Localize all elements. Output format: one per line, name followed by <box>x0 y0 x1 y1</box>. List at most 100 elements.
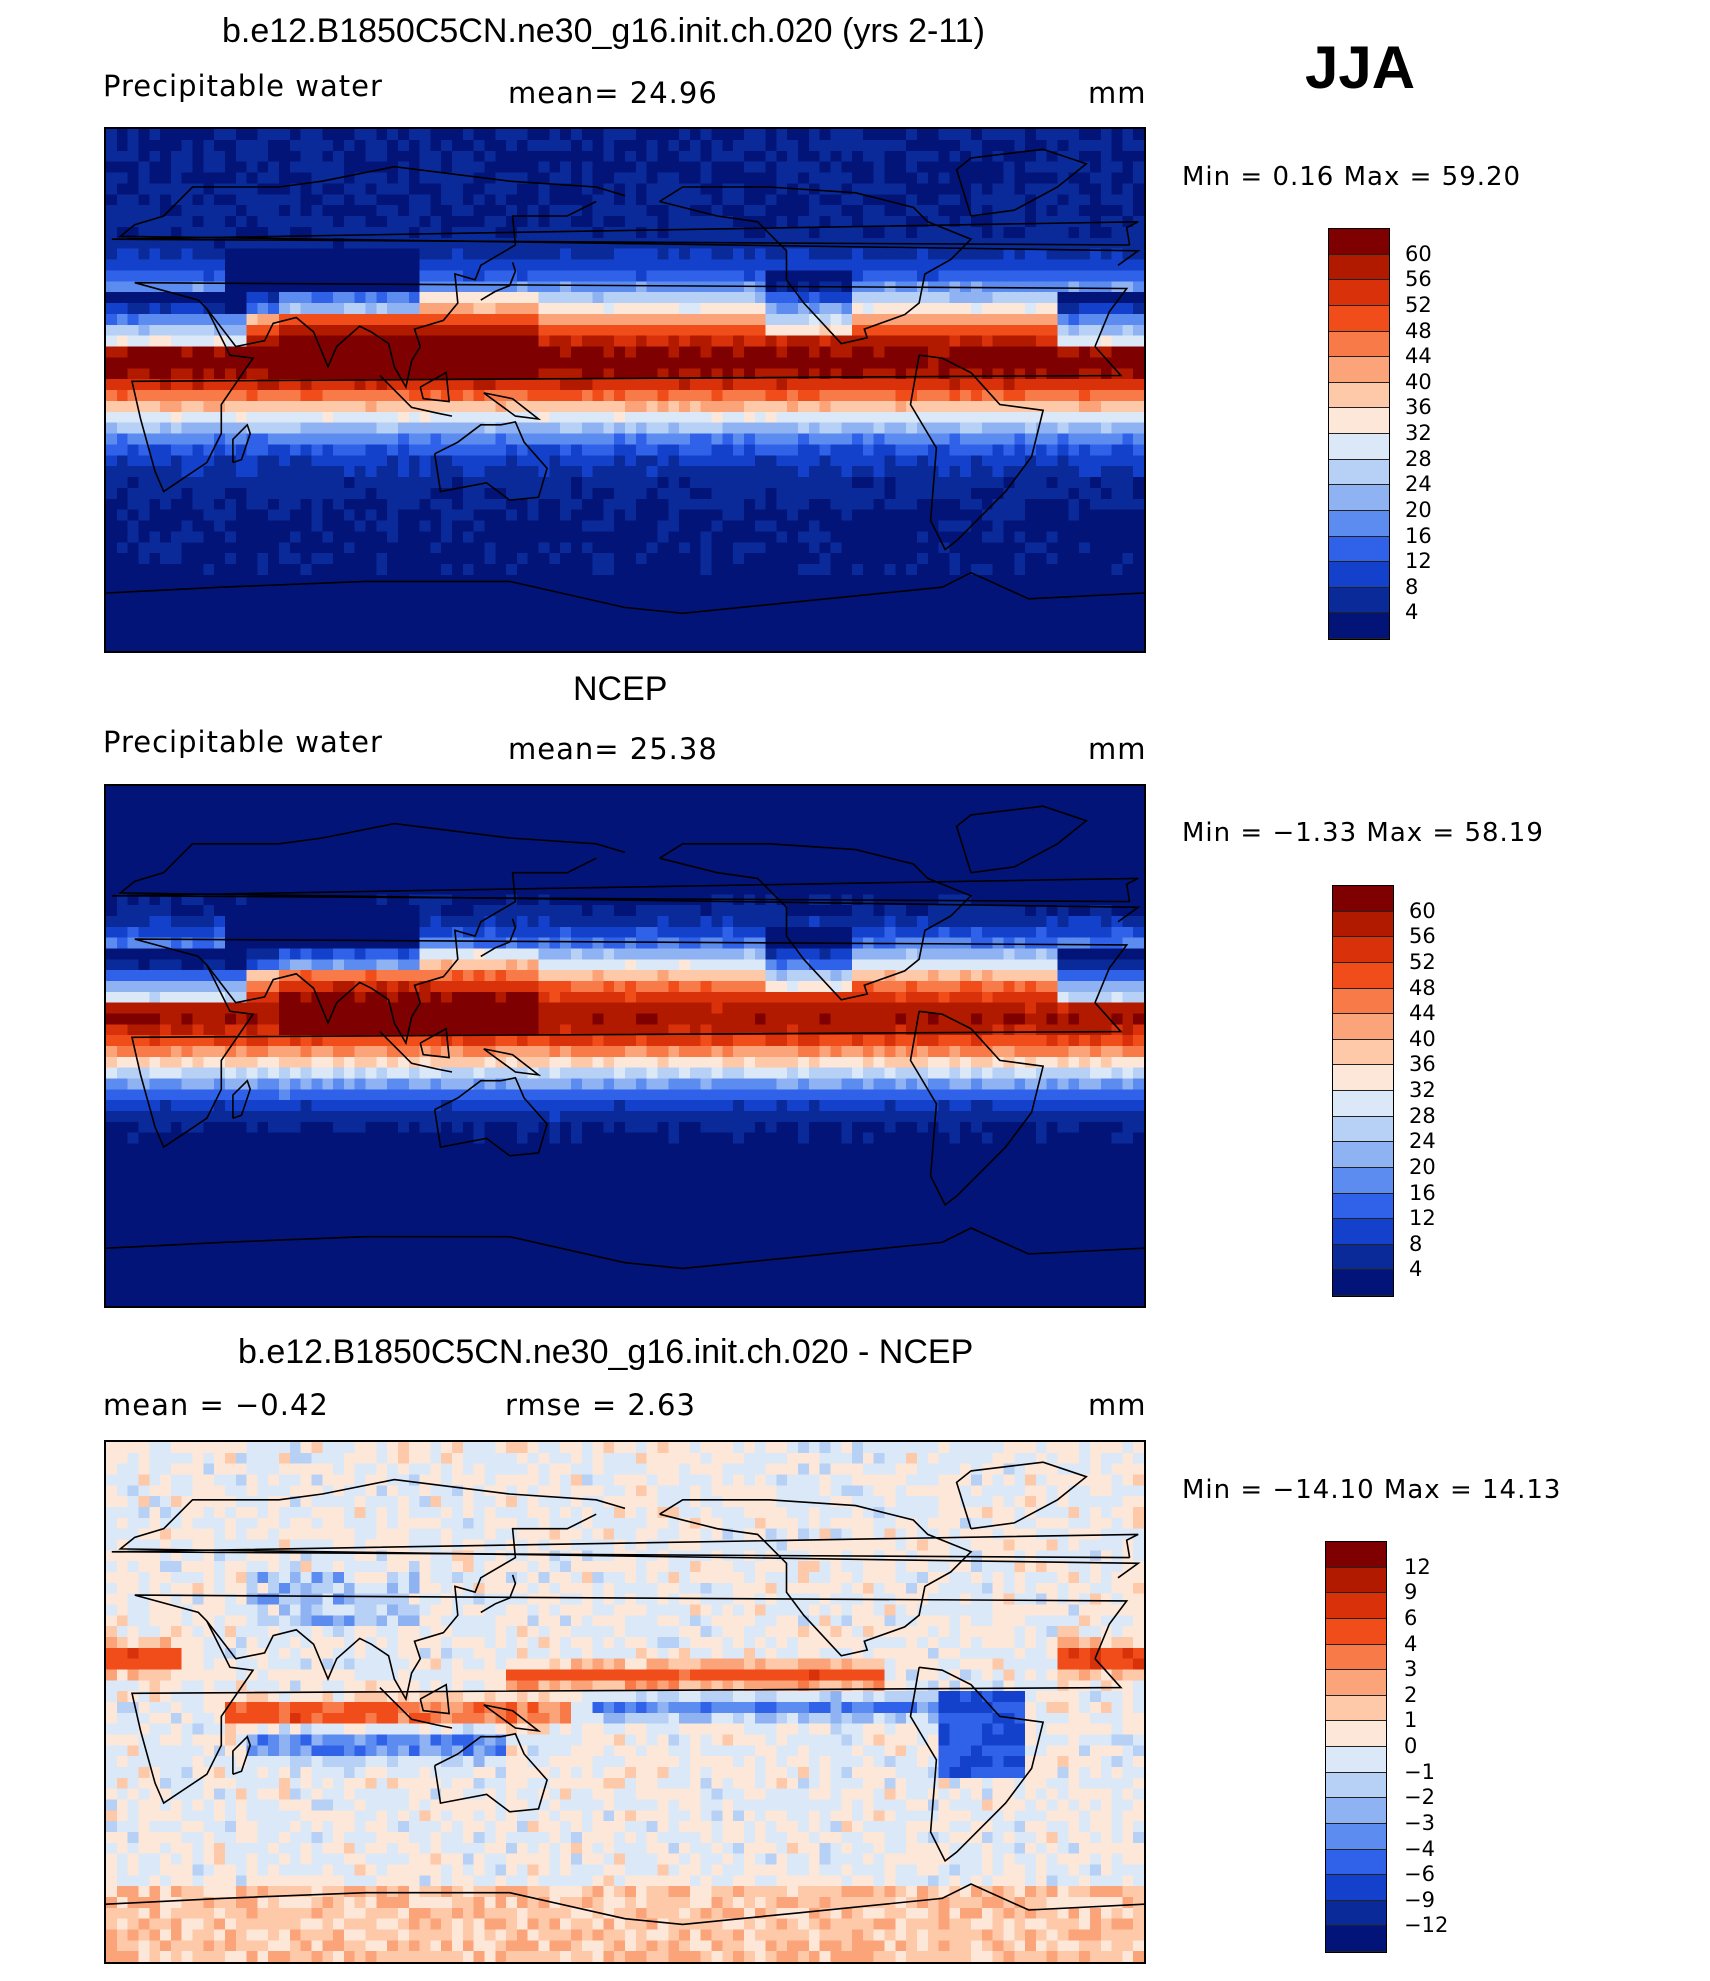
coastline-path <box>106 571 1144 615</box>
colorbar-swatch <box>1329 382 1389 409</box>
colorbar-tick-label: 20 <box>1405 497 1432 522</box>
panel-1-mean-label: mean= 24.96 <box>508 76 718 110</box>
coastline-path <box>118 165 1141 266</box>
colorbar-tick-label: 24 <box>1409 1129 1436 1154</box>
colorbar-tick-label: 44 <box>1405 344 1432 369</box>
coastline-path <box>909 1666 1045 1863</box>
colorbar-tick-label: 52 <box>1405 292 1432 317</box>
colorbar-swatch <box>1326 1875 1386 1901</box>
colorbar-swatch <box>1326 1798 1386 1824</box>
colorbar-swatch <box>1329 510 1389 537</box>
panel-2-colorbar <box>1332 885 1394 1297</box>
colorbar-swatch <box>1326 1670 1386 1696</box>
colorbar-swatch <box>1333 937 1393 963</box>
panel-3-mean-label: mean = −0.42 <box>103 1388 329 1422</box>
coastline-path <box>480 262 517 301</box>
colorbar-swatch <box>1333 1116 1393 1143</box>
colorbar-swatch <box>1329 434 1389 460</box>
colorbar-tick-label: −2 <box>1404 1785 1435 1810</box>
colorbar-tick-label: 6 <box>1404 1605 1418 1630</box>
colorbar-swatch <box>1329 331 1389 358</box>
coastline-path <box>419 371 450 403</box>
coastline-path <box>909 354 1045 551</box>
colorbar-swatch <box>1326 1593 1386 1619</box>
colorbar-tick-label: −9 <box>1404 1887 1435 1912</box>
coastline-path <box>659 186 973 345</box>
coastlines <box>106 1461 1144 1926</box>
coastline-path <box>206 1513 597 1702</box>
colorbar-swatch <box>1333 1219 1393 1245</box>
colorbar-tick-label: 28 <box>1409 1103 1436 1128</box>
colorbar-swatch <box>1329 305 1389 332</box>
coastline-path <box>659 843 973 1001</box>
coastline-path <box>480 918 517 958</box>
colorbar-tick-label: 56 <box>1405 267 1432 292</box>
colorbar-tick-label: 12 <box>1409 1206 1436 1231</box>
coastline-path <box>118 822 1141 923</box>
colorbar-swatch <box>1326 1695 1386 1722</box>
colorbar-swatch <box>1326 1926 1386 1952</box>
field-shading <box>106 129 1144 651</box>
coastline-path <box>480 1574 517 1614</box>
colorbar-swatch <box>1326 1644 1386 1671</box>
colorbar-tick-label: 9 <box>1404 1580 1418 1605</box>
colorbar-swatch <box>1333 1091 1393 1117</box>
coastline-path <box>118 1478 1141 1579</box>
colorbar-tick-label: −3 <box>1404 1810 1435 1835</box>
panel-3-rmse-label: rmse = 2.63 <box>505 1388 696 1422</box>
colorbar-tick-label: 0 <box>1404 1734 1418 1758</box>
panel-2-map-svg <box>106 786 1144 1306</box>
colorbar-swatch <box>1329 485 1389 511</box>
colorbar-swatch <box>1326 1772 1386 1799</box>
coastline-path <box>955 805 1088 874</box>
coastline-path <box>419 1027 450 1059</box>
coastline-path <box>111 1533 1139 1559</box>
coastline-path <box>130 1594 1129 1805</box>
panel-2-variable-label: Precipitable water <box>103 725 383 759</box>
colorbar-tick-label: 56 <box>1409 924 1436 949</box>
panel-3-minmax: Min = −14.10 Max = 14.13 <box>1182 1475 1562 1505</box>
panel-2-units: mm <box>1088 732 1147 766</box>
colorbar-swatch <box>1329 280 1389 306</box>
coastlines <box>106 148 1144 615</box>
colorbar-tick-label: 36 <box>1405 395 1432 420</box>
colorbar-tick-label: 60 <box>1405 241 1432 266</box>
colorbar-swatch <box>1329 587 1389 614</box>
colorbar-tick-label: 8 <box>1409 1231 1423 1256</box>
colorbar-swatch <box>1329 229 1389 255</box>
colorbar-tick-label: 3 <box>1404 1657 1418 1682</box>
colorbar-tick-label: 44 <box>1409 1001 1436 1026</box>
colorbar-tick-label: 4 <box>1404 1631 1418 1656</box>
colorbar-swatch <box>1333 1193 1393 1220</box>
colorbar-swatch <box>1326 1567 1386 1594</box>
colorbar-tick-label: 20 <box>1409 1154 1436 1179</box>
panel-3-title: b.e12.B1850C5CN.ne30_g16.init.ch.020 - N… <box>238 1333 974 1371</box>
colorbar-tick-label: 2 <box>1404 1682 1418 1707</box>
coastline-path <box>232 423 252 464</box>
coastline-path <box>419 1683 450 1715</box>
colorbar-tick-label: 36 <box>1409 1052 1436 1077</box>
panel-1-minmax: Min = 0.16 Max = 59.20 <box>1182 162 1522 192</box>
colorbar-tick-label: 12 <box>1405 549 1432 574</box>
colorbar-tick-label: 28 <box>1405 446 1432 471</box>
colorbar-tick-label: −6 <box>1404 1862 1435 1887</box>
colorbar-swatch <box>1329 536 1389 563</box>
colorbar-tick-label: −1 <box>1404 1759 1435 1784</box>
colorbar-tick-label: 60 <box>1409 898 1436 923</box>
colorbar-tick-label: 48 <box>1409 975 1436 1000</box>
coastline-path <box>433 1076 548 1157</box>
coastline-path <box>379 374 453 417</box>
coastline-path <box>909 1010 1045 1207</box>
coastline-path <box>232 1079 252 1119</box>
colorbar-swatch <box>1329 357 1389 383</box>
colorbar-swatch <box>1329 562 1389 588</box>
colorbar-tick-label: 32 <box>1409 1078 1436 1102</box>
panel-3-units: mm <box>1088 1388 1147 1422</box>
coastline-path <box>206 200 597 390</box>
colorbar-swatch <box>1329 613 1389 639</box>
coastline-path <box>955 148 1088 217</box>
colorbar-tick-label: 1 <box>1404 1708 1418 1733</box>
coastline-path <box>106 1883 1144 1926</box>
coastline-path <box>955 1461 1088 1530</box>
season-label: JJA <box>1305 34 1416 101</box>
